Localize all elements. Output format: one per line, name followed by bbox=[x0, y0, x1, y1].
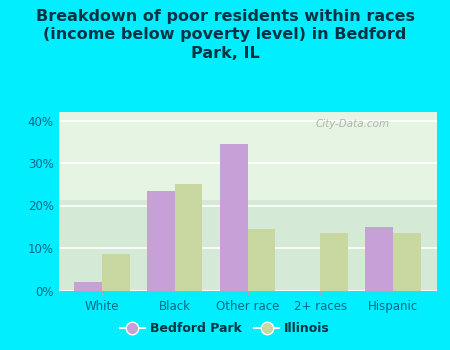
Bar bbox=[102, 254, 130, 290]
Bar bbox=[75, 282, 102, 290]
Bar bbox=[320, 233, 348, 290]
Legend: Bedford Park, Illinois: Bedford Park, Illinois bbox=[115, 317, 335, 340]
Bar bbox=[175, 184, 202, 290]
Bar bbox=[220, 144, 248, 290]
Bar bbox=[248, 229, 275, 290]
Text: Breakdown of poor residents within races
(income below poverty level) in Bedford: Breakdown of poor residents within races… bbox=[36, 9, 414, 61]
Text: City-Data.com: City-Data.com bbox=[315, 119, 390, 129]
Bar bbox=[147, 191, 175, 290]
Bar bbox=[393, 233, 420, 290]
Bar bbox=[365, 227, 393, 290]
